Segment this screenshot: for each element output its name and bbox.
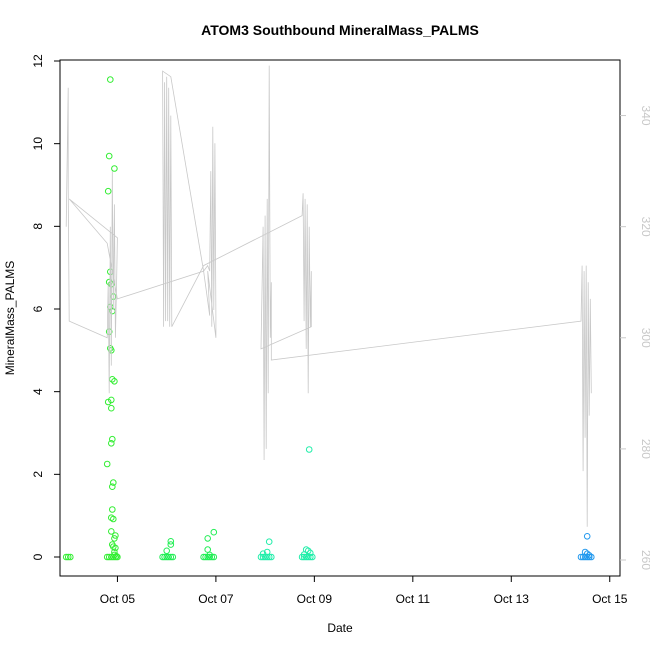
y-tick-label: 8 bbox=[31, 223, 45, 230]
data-point bbox=[108, 440, 115, 447]
x-tick-label: Oct 15 bbox=[592, 592, 628, 606]
data-point bbox=[111, 535, 118, 542]
data-point bbox=[583, 553, 591, 561]
data-point bbox=[263, 548, 271, 556]
y2-tick-label: 320 bbox=[639, 217, 650, 237]
y2-tick-label: 300 bbox=[639, 328, 650, 348]
data-point bbox=[167, 541, 175, 548]
data-point bbox=[204, 535, 211, 542]
data-point bbox=[110, 515, 117, 523]
data-point bbox=[111, 165, 118, 172]
data-point bbox=[103, 460, 111, 468]
data-point bbox=[108, 404, 115, 412]
data-point bbox=[300, 551, 308, 558]
axes-layer: Oct 05 Oct 07 Oct 09 Oct 11 Oct 13 Oct 15 0 2 4 6… bbox=[31, 54, 650, 606]
x-tick-label: Oct 05 bbox=[100, 592, 136, 606]
data-point bbox=[163, 553, 170, 561]
data-point bbox=[581, 553, 589, 561]
data-point bbox=[108, 396, 115, 404]
data-point bbox=[105, 152, 113, 160]
data-point bbox=[307, 553, 314, 561]
data-point bbox=[111, 378, 118, 385]
x-axis-label: Date bbox=[327, 621, 353, 635]
data-point bbox=[109, 506, 116, 513]
y2-tick-label: 280 bbox=[639, 439, 650, 459]
x-tick-label: Oct 13 bbox=[494, 592, 530, 606]
data-point bbox=[103, 553, 111, 561]
data-point bbox=[307, 549, 314, 557]
data-point bbox=[167, 538, 175, 545]
y2-tick-label: 260 bbox=[639, 550, 650, 570]
data-point bbox=[163, 547, 170, 555]
chart-title: ATOM3 Southbound MineralMass_PALMS bbox=[201, 22, 479, 38]
data-point bbox=[169, 553, 177, 561]
data-point bbox=[165, 553, 172, 561]
data-point bbox=[204, 553, 211, 561]
data-point bbox=[305, 446, 313, 453]
data-point bbox=[113, 552, 120, 560]
data-point bbox=[107, 76, 114, 83]
data-point bbox=[268, 553, 275, 561]
data-point bbox=[204, 546, 211, 553]
y-tick-label: 4 bbox=[31, 388, 45, 395]
data-point bbox=[109, 483, 116, 491]
y-tick-label: 0 bbox=[31, 553, 45, 560]
data-point bbox=[104, 187, 112, 195]
data-point bbox=[300, 553, 308, 561]
x-tick-label: Oct 07 bbox=[198, 592, 234, 606]
data-point bbox=[583, 550, 591, 558]
data-point bbox=[577, 553, 585, 561]
data-point bbox=[109, 435, 116, 443]
y-axis-label: MineralMass_PALMS bbox=[3, 261, 17, 375]
data-point bbox=[206, 551, 213, 559]
y2-tick-label: 340 bbox=[639, 106, 650, 126]
x-tick-label: Oct 09 bbox=[297, 592, 333, 606]
data-point bbox=[108, 528, 115, 535]
series-layer bbox=[62, 65, 595, 561]
data-point bbox=[112, 532, 119, 539]
data-point bbox=[210, 528, 218, 536]
data-point bbox=[309, 553, 316, 561]
data-point bbox=[62, 553, 70, 561]
data-point bbox=[585, 552, 593, 559]
x-tick-label: Oct 11 bbox=[396, 592, 431, 606]
data-point bbox=[167, 553, 175, 561]
data-point bbox=[257, 553, 265, 561]
data-point bbox=[206, 553, 213, 561]
data-point bbox=[583, 533, 591, 540]
data-point bbox=[265, 538, 273, 546]
data-point bbox=[161, 553, 168, 561]
y-tick-label: 2 bbox=[31, 471, 45, 478]
data-point bbox=[208, 553, 216, 561]
data-point bbox=[259, 550, 267, 558]
y-tick-label: 12 bbox=[31, 54, 45, 68]
data-point bbox=[304, 547, 312, 555]
data-point bbox=[588, 553, 595, 561]
data-point bbox=[112, 544, 119, 552]
data-point bbox=[67, 553, 74, 561]
data-point bbox=[579, 553, 587, 561]
y-tick-label: 10 bbox=[31, 137, 45, 151]
plot-frame bbox=[59, 59, 621, 577]
data-point bbox=[110, 479, 117, 486]
data-point bbox=[263, 553, 271, 561]
data-point bbox=[64, 553, 72, 561]
series-line bbox=[65, 65, 592, 527]
y-tick-label: 6 bbox=[31, 305, 45, 312]
